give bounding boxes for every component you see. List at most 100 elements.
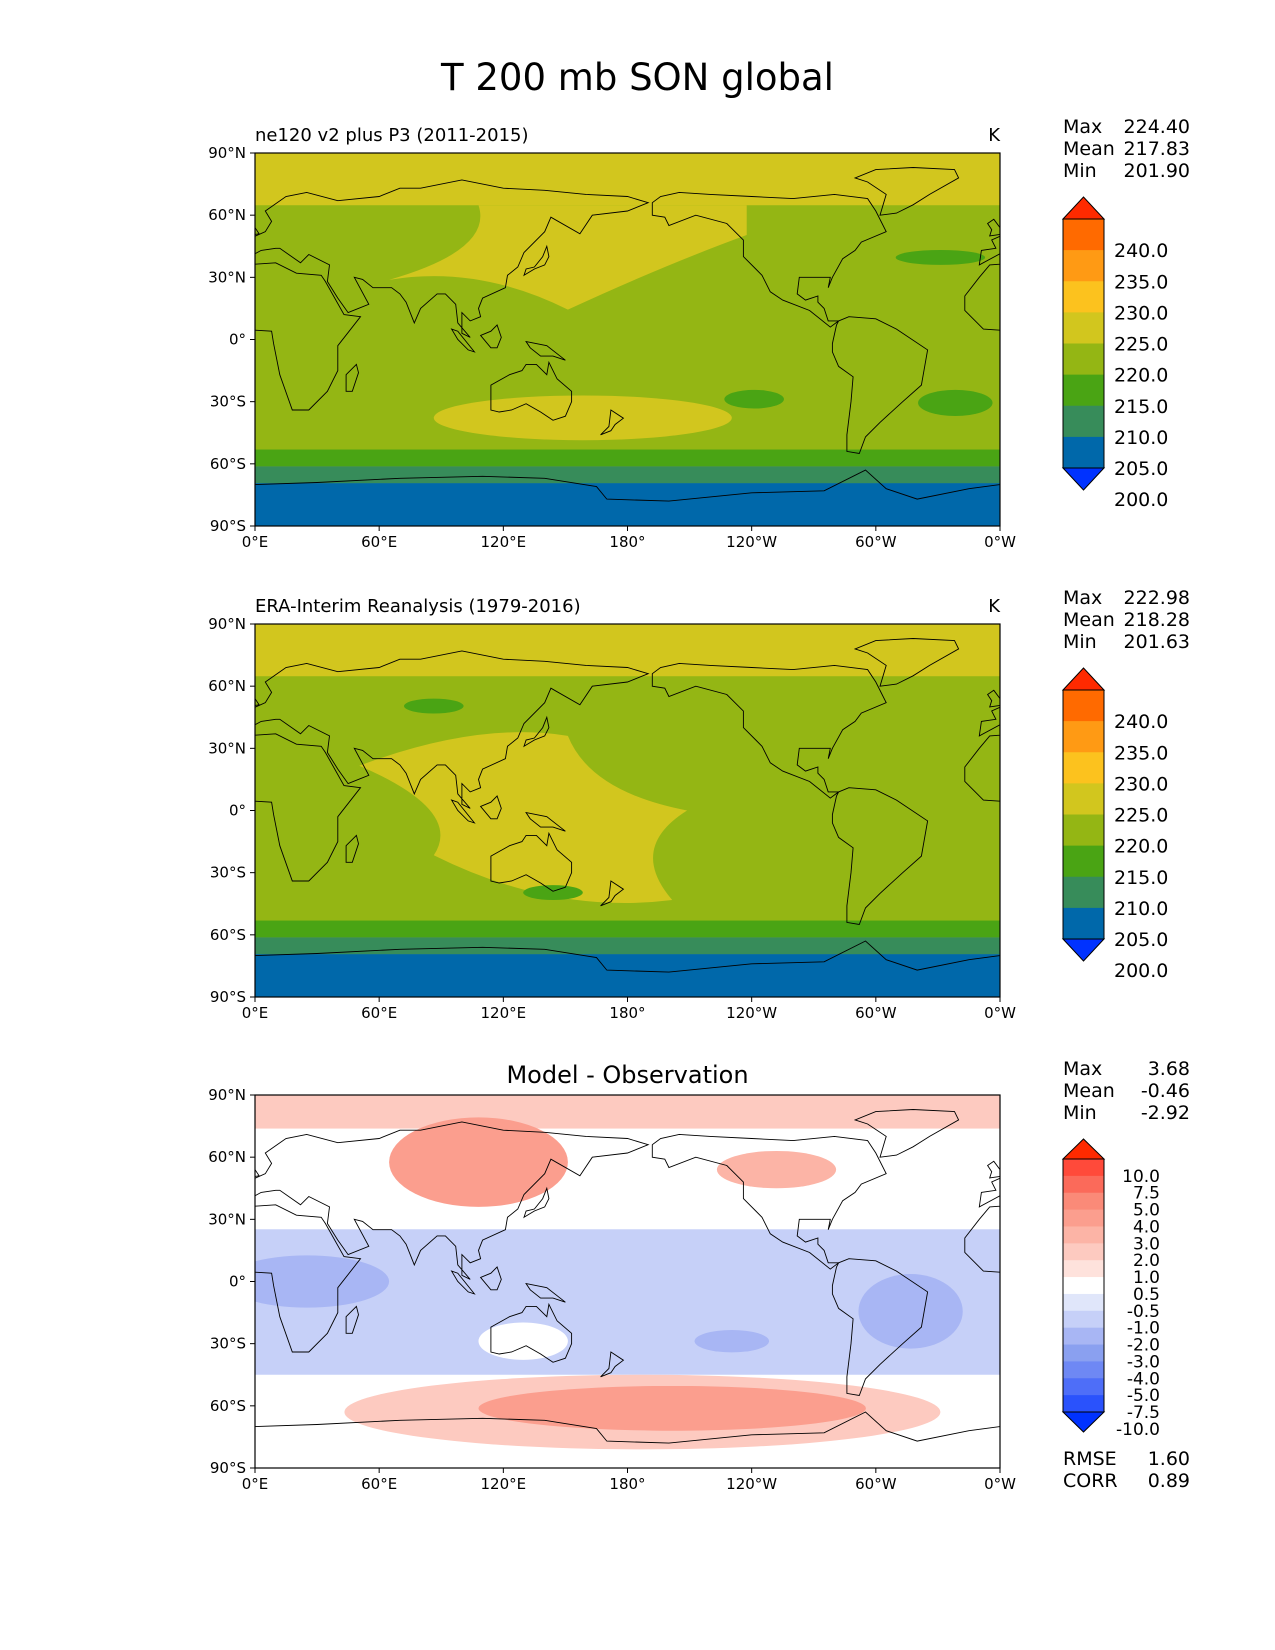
coastline-europe-asia bbox=[255, 650, 650, 809]
field-band-antarctic bbox=[255, 954, 1000, 997]
figure-title: T 200 mb SON global bbox=[441, 56, 834, 99]
y-tick-label: 30°S bbox=[210, 393, 246, 411]
coastline-south-america bbox=[831, 1258, 929, 1397]
stat-value: 217.83 bbox=[1124, 138, 1190, 160]
colorbar-label: 235.0 bbox=[1114, 742, 1168, 764]
coastline-australia bbox=[490, 831, 573, 892]
colorbar-segment bbox=[1063, 1361, 1104, 1379]
coastline-japan bbox=[523, 715, 550, 748]
colorbar-segment bbox=[1063, 1378, 1104, 1396]
y-tick-label: 90°N bbox=[208, 144, 246, 162]
x-tick-label: 60°E bbox=[361, 1475, 397, 1493]
coastline-south-america bbox=[831, 787, 929, 926]
coastline-europe-asia bbox=[255, 1121, 650, 1280]
coastlines bbox=[255, 167, 1000, 526]
stat-label: Min bbox=[1063, 160, 1097, 182]
coastline-uk bbox=[255, 697, 260, 706]
colorbar-label: 2.0 bbox=[1133, 1251, 1160, 1271]
colorbar-segment bbox=[1063, 783, 1104, 815]
metric-label: CORR bbox=[1063, 1470, 1118, 1492]
field-anomaly-siberia-warm bbox=[389, 1117, 568, 1207]
y-tick-label: 60°S bbox=[210, 455, 246, 473]
field-anomaly-cool-3 bbox=[895, 249, 986, 265]
coastline-borneo bbox=[479, 795, 502, 820]
colorbar-label: 205.0 bbox=[1114, 458, 1168, 480]
colorbar-segment bbox=[1063, 1260, 1104, 1278]
field-band-70s bbox=[255, 937, 1000, 955]
coastline-sumatra bbox=[450, 328, 476, 353]
map-field bbox=[255, 153, 1000, 526]
stat-label: Min bbox=[1063, 1102, 1097, 1124]
colorbar-label: 200.0 bbox=[1114, 489, 1168, 511]
x-tick-label: 0°E bbox=[242, 1004, 269, 1022]
stat-label: Max bbox=[1063, 116, 1102, 138]
y-tick-label: 30°S bbox=[210, 1335, 246, 1353]
x-tick-label: 60°E bbox=[361, 1004, 397, 1022]
coastline-europe-asia bbox=[255, 179, 650, 338]
field-band-70s bbox=[255, 466, 1000, 484]
colorbar-label: 7.5 bbox=[1133, 1184, 1160, 1204]
colorbar-label: -1.0 bbox=[1127, 1319, 1160, 1339]
stat-value: 201.63 bbox=[1124, 631, 1190, 653]
coastline-new-zealand bbox=[600, 880, 625, 907]
map-field bbox=[255, 624, 1000, 997]
coastline-japan bbox=[523, 244, 550, 277]
stat-label: Mean bbox=[1063, 609, 1115, 631]
colorbar: 240.0 235.0 230.0 225.0 220.0 215.0 210.0 205.0… bbox=[1061, 196, 1168, 511]
colorbar: 10.07.55.04.03.02.01.00.5-0.5-1.0-2.0-3.… bbox=[1061, 1138, 1160, 1440]
colorbar-segment bbox=[1063, 1192, 1104, 1210]
coastlines bbox=[255, 1109, 1000, 1468]
field-anomaly-south-pacific-warm bbox=[433, 395, 732, 441]
coastline-uk bbox=[986, 218, 1000, 237]
colorbar-segment bbox=[1063, 1327, 1104, 1345]
x-tick-label: 180° bbox=[609, 533, 645, 551]
colorbar-label: 225.0 bbox=[1114, 805, 1168, 827]
coastline-borneo bbox=[479, 1266, 502, 1291]
stat-label: Max bbox=[1063, 587, 1102, 609]
map-panel-difference: 0°E 60°E 120°E 180° 120°W 60°W 0°W 90°N 60°N 30°N… bbox=[208, 1058, 1190, 1493]
map-panel-observation: 0°E 60°E 120°E 180° 120°W 60°W 0°W 90°N 60°N 30°N… bbox=[208, 587, 1190, 1022]
coastline-sumatra bbox=[450, 1270, 476, 1295]
colorbar-segment bbox=[1063, 876, 1104, 909]
coastline-madagascar bbox=[345, 1305, 359, 1334]
colorbar-label: 220.0 bbox=[1114, 836, 1168, 858]
colorbar-label: 10.0 bbox=[1122, 1167, 1160, 1187]
panel-units: K bbox=[988, 596, 1001, 617]
coastline-north-america bbox=[651, 662, 887, 799]
x-tick-label: 60°W bbox=[855, 533, 897, 551]
colorbar-segment bbox=[1063, 1209, 1104, 1227]
coastline-uk bbox=[255, 1168, 260, 1177]
colorbar-label: 4.0 bbox=[1133, 1217, 1160, 1237]
field-band-north-warm bbox=[255, 1095, 1000, 1129]
coastline-greenland bbox=[853, 638, 960, 687]
colorbar-label: 240.0 bbox=[1114, 240, 1168, 262]
stat-value: 222.98 bbox=[1124, 587, 1190, 609]
colorbar-segment bbox=[1063, 1395, 1104, 1413]
colorbar-segment bbox=[1063, 343, 1104, 376]
colorbar-segment bbox=[1063, 436, 1104, 469]
panel-title-center: Model - Observation bbox=[506, 1061, 748, 1089]
colorbar-label: 0.5 bbox=[1133, 1285, 1160, 1305]
colorbar-label: 205.0 bbox=[1114, 929, 1168, 951]
coastline-greenland bbox=[853, 167, 960, 216]
coastline-japan bbox=[523, 1186, 550, 1219]
colorbar-frame bbox=[1062, 689, 1105, 940]
colorbar-label: 5.0 bbox=[1133, 1201, 1160, 1221]
y-tick-label: 90°N bbox=[208, 1086, 246, 1104]
y-tick-label: 60°N bbox=[208, 1148, 246, 1166]
field-anomaly-cool-2 bbox=[523, 885, 583, 901]
x-tick-label: 180° bbox=[609, 1004, 645, 1022]
colorbar: 240.0 235.0 230.0 225.0 220.0 215.0 210.0 205.0… bbox=[1061, 667, 1168, 982]
colorbar-extend-max bbox=[1061, 196, 1106, 220]
colorbar-label: 220.0 bbox=[1114, 365, 1168, 387]
colorbar-label: 240.0 bbox=[1114, 711, 1168, 733]
colorbar-label: -2.0 bbox=[1127, 1336, 1160, 1356]
coastline-africa bbox=[255, 1204, 362, 1353]
x-tick-label: 60°W bbox=[855, 1004, 897, 1022]
coastline-borneo bbox=[479, 324, 502, 349]
colorbar-segment bbox=[1063, 1243, 1104, 1261]
x-tick-label: 120°E bbox=[481, 1475, 527, 1493]
x-tick-label: 0°E bbox=[242, 533, 269, 551]
colorbar-extend-max bbox=[1061, 667, 1106, 691]
